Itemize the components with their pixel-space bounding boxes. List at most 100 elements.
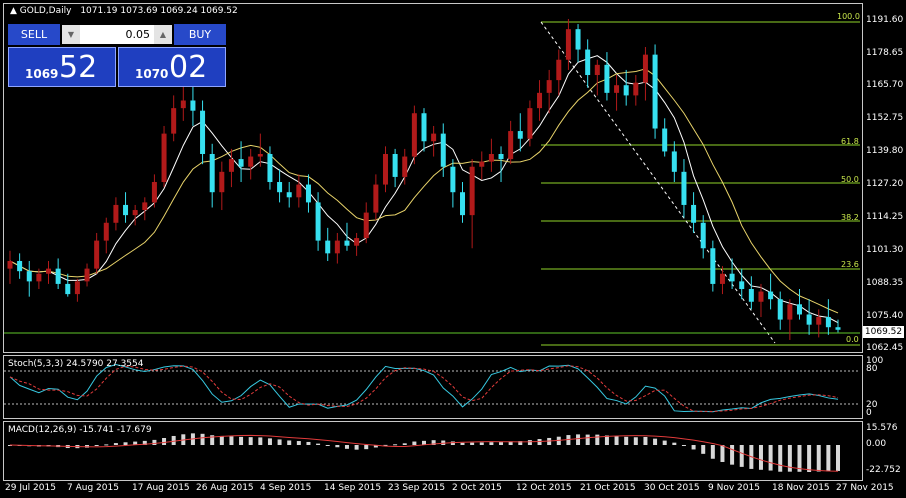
macd-histogram-bar bbox=[816, 445, 821, 472]
main-chart-panel[interactable] bbox=[3, 3, 863, 353]
price-axis-label: 1191.60 bbox=[866, 15, 904, 25]
candle-body bbox=[305, 184, 311, 203]
macd-histogram-bar bbox=[576, 434, 581, 445]
stochastic-panel[interactable] bbox=[3, 355, 863, 419]
candle-body bbox=[46, 268, 52, 274]
bid-price-prefix: 1069 bbox=[25, 67, 59, 81]
ask-price-button[interactable]: 1070 02 bbox=[118, 47, 226, 87]
macd-histogram-bar bbox=[653, 438, 658, 445]
bid-price-pips: 52 bbox=[59, 50, 98, 85]
chevron-up-icon[interactable]: ▲ bbox=[154, 25, 172, 44]
candle-body bbox=[633, 82, 639, 96]
macd-histogram-bar bbox=[797, 445, 802, 472]
candle-body bbox=[787, 304, 793, 320]
candle-body bbox=[537, 92, 543, 109]
candle-body bbox=[200, 110, 206, 154]
fib-level-label: 38.2 bbox=[841, 213, 859, 222]
macd-histogram-bar bbox=[229, 436, 234, 445]
lot-size-input[interactable] bbox=[81, 25, 152, 44]
macd-histogram-bar bbox=[316, 443, 321, 445]
candle-body bbox=[691, 204, 697, 223]
stoch-axis-label: 20 bbox=[866, 400, 878, 410]
macd-histogram-bar bbox=[450, 441, 455, 445]
one-click-trading-panel[interactable]: SELL ▼ ▲ BUY 1069 52 1070 02 bbox=[8, 24, 226, 88]
macd-histogram-bar bbox=[778, 445, 783, 472]
macd-histogram-bar bbox=[556, 436, 561, 445]
price-axis-label: 1152.75 bbox=[866, 113, 904, 123]
chevron-down-icon[interactable]: ▼ bbox=[62, 25, 80, 44]
candle-body bbox=[411, 113, 417, 157]
macd-histogram-bar bbox=[730, 445, 735, 465]
candle-body bbox=[431, 133, 437, 142]
candle-body bbox=[460, 192, 466, 216]
buy-button[interactable]: BUY bbox=[174, 24, 226, 45]
candle-body bbox=[257, 153, 263, 157]
macd-histogram-bar bbox=[296, 441, 301, 445]
stoch-axis-label: 100 bbox=[866, 356, 884, 366]
bid-price-button[interactable]: 1069 52 bbox=[8, 47, 116, 87]
lot-size-field[interactable]: ▼ ▲ bbox=[62, 25, 172, 44]
candle-body bbox=[469, 166, 475, 216]
candle-body bbox=[565, 29, 571, 60]
candle-body bbox=[585, 49, 591, 76]
candle-body bbox=[228, 159, 234, 172]
candle-body bbox=[739, 281, 745, 290]
candle-body bbox=[402, 156, 408, 177]
candle-body bbox=[710, 248, 716, 284]
candle-body bbox=[65, 283, 71, 295]
current-price-label: 1069.52 bbox=[863, 326, 904, 338]
price-axis-label: 1165.70 bbox=[866, 80, 904, 90]
chart-ohlc-values: 1071.19 1073.69 1069.24 1069.52 bbox=[80, 6, 238, 16]
macd-panel[interactable] bbox=[3, 421, 863, 481]
candle-body bbox=[161, 133, 167, 183]
candle-body bbox=[94, 240, 100, 269]
macd-histogram-bar bbox=[142, 440, 147, 445]
stoch-axis-label: 0 bbox=[866, 408, 872, 418]
macd-histogram-bar bbox=[402, 443, 407, 445]
macd-histogram-bar bbox=[604, 435, 609, 445]
macd-histogram-bar bbox=[499, 442, 504, 445]
candle-body bbox=[248, 156, 254, 167]
macd-histogram-bar bbox=[807, 445, 812, 472]
macd-axis-label: 0.00 bbox=[866, 439, 887, 449]
macd-histogram-bar bbox=[267, 438, 272, 445]
macd-histogram-bar bbox=[422, 440, 426, 445]
candle-body bbox=[382, 153, 388, 185]
fib-level-label: 61.8 bbox=[841, 137, 859, 146]
macd-histogram-bar bbox=[710, 445, 715, 459]
price-axis-label: 1088.35 bbox=[866, 278, 904, 288]
candle-body bbox=[825, 317, 831, 328]
macd-histogram-bar bbox=[373, 445, 378, 448]
macd-histogram-bar bbox=[758, 445, 763, 470]
candle-body bbox=[151, 182, 157, 203]
fib-level-label: 23.6 bbox=[841, 260, 859, 269]
date-axis-label: 14 Sep 2015 bbox=[324, 483, 382, 493]
macd-histogram-bar bbox=[739, 445, 744, 467]
macd-title: MACD(12,26,9) -15.741 -17.679 bbox=[8, 425, 152, 435]
candle-body bbox=[190, 100, 196, 111]
macd-axis-label: -22.752 bbox=[866, 465, 901, 475]
slow-moving-average-line bbox=[9, 68, 839, 314]
macd-histogram-bar bbox=[219, 435, 224, 445]
candle-body bbox=[517, 131, 523, 139]
ask-price-pips: 02 bbox=[169, 50, 208, 85]
candle-body bbox=[84, 268, 90, 282]
candle-body bbox=[315, 202, 321, 241]
candle-body bbox=[440, 133, 446, 167]
macd-histogram-bar bbox=[508, 441, 513, 445]
candle-body bbox=[334, 240, 340, 254]
candle-body bbox=[277, 182, 283, 193]
macd-histogram-bar bbox=[239, 436, 244, 445]
candle-body bbox=[806, 314, 812, 325]
candle-body bbox=[700, 222, 706, 249]
sell-button[interactable]: SELL bbox=[8, 24, 60, 45]
candle-body bbox=[450, 166, 456, 193]
date-axis-label: 21 Oct 2015 bbox=[580, 483, 636, 493]
macd-histogram-bar bbox=[826, 445, 831, 472]
macd-histogram-bar bbox=[344, 445, 349, 449]
macd-histogram-bar bbox=[248, 437, 253, 445]
date-axis-label: 7 Aug 2015 bbox=[67, 483, 119, 493]
macd-histogram-bar bbox=[200, 433, 205, 445]
